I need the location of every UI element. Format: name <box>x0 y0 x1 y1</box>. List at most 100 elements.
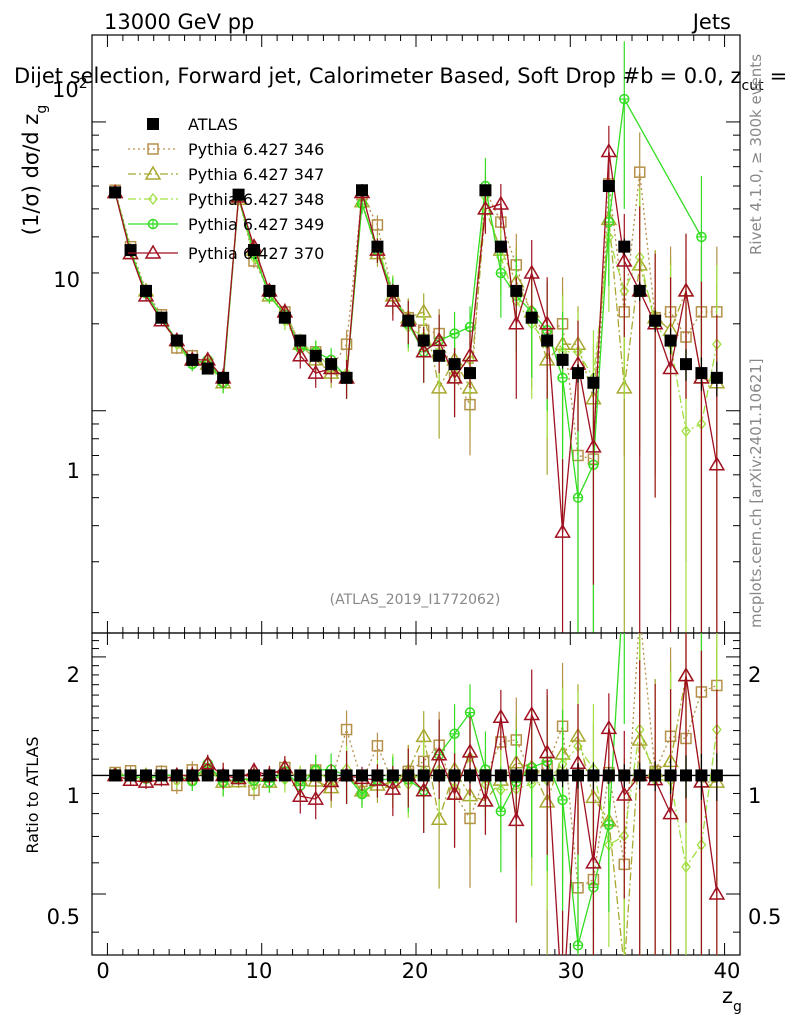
ratio-point-370 <box>600 719 618 735</box>
ratio-point-370 <box>461 743 479 758</box>
ratio-point-atlas <box>479 769 492 782</box>
ratio-point-atlas <box>263 769 276 782</box>
point-atlas <box>325 358 338 371</box>
ratio-point-atlas <box>541 769 554 782</box>
plot-title-end: = <box>770 64 786 88</box>
ratio-point-atlas <box>294 769 307 782</box>
ratio-point-370 <box>307 790 325 805</box>
ratio-point-370 <box>430 746 448 761</box>
point-atlas <box>541 334 554 347</box>
point-atlas <box>109 186 122 199</box>
ratio-point-atlas <box>386 769 399 782</box>
legend-label-349: Pythia 6.427 349 <box>188 215 324 234</box>
ratio-point-370 <box>523 705 541 721</box>
legend-marker-347 <box>144 165 162 180</box>
point-atlas <box>525 311 538 324</box>
point-346 <box>633 166 646 178</box>
ratio-line-346 <box>115 633 718 889</box>
plot-title-params: = 0.0, z <box>659 64 741 88</box>
ratio-point-349 <box>449 728 460 740</box>
point-atlas <box>232 188 245 201</box>
ratio-point-349 <box>557 794 568 806</box>
ratio-plot-series <box>106 633 726 973</box>
x-tick-label-40: 40 <box>714 959 741 983</box>
point-atlas <box>602 180 615 193</box>
x-tick-label-20: 20 <box>402 959 429 983</box>
point-370 <box>615 252 633 267</box>
point-349 <box>557 372 568 384</box>
ratio-point-370 <box>615 786 633 801</box>
x-axis-label: zg <box>722 984 742 1015</box>
ratio-point-347 <box>617 961 631 973</box>
series-line-348 <box>114 190 718 433</box>
ratio-point-370 <box>507 811 525 827</box>
point-atlas <box>664 334 677 347</box>
y-axis-label-text: (1/σ) dσ/d z <box>19 114 43 236</box>
ratio-point-atlas <box>680 769 692 782</box>
y-axis-label-sub: g <box>34 105 50 114</box>
ratio-tick-label-1-right: 1 <box>748 784 761 808</box>
mcplots-label: mcplots.cern.ch [arXiv:2401.10621] <box>747 358 765 628</box>
legend-label-347: Pythia 6.427 347 <box>188 165 324 184</box>
y-tick-label-10: 10 <box>53 268 80 292</box>
ratio-point-atlas <box>186 769 199 782</box>
ratio-point-370 <box>415 782 433 797</box>
ratio-point-atlas <box>602 769 615 782</box>
ratio-point-370 <box>446 785 463 800</box>
category-label: Jets <box>691 10 731 34</box>
ratio-point-370 <box>538 744 556 759</box>
point-atlas <box>386 284 399 297</box>
y-tick-label-100-exp: 2 <box>79 76 88 92</box>
point-atlas <box>695 367 708 380</box>
ratio-point-370 <box>291 787 309 802</box>
point-atlas <box>371 240 384 253</box>
point-atlas <box>248 244 260 257</box>
point-370 <box>477 200 494 215</box>
main-plot <box>91 34 741 634</box>
point-atlas <box>294 334 307 347</box>
x-tick-label-10: 10 <box>246 959 273 983</box>
ratio-point-347 <box>430 810 448 825</box>
legend-marker-346 <box>147 143 159 155</box>
ratio-point-atlas <box>556 769 569 782</box>
point-atlas <box>140 284 152 297</box>
ratio-point-atlas <box>248 769 260 782</box>
ratio-point-atlas <box>572 769 584 782</box>
ratio-tick-label-05-left: 0.5 <box>47 905 80 929</box>
point-atlas <box>479 184 492 197</box>
y-tick-label-100-base: 10 <box>52 78 79 102</box>
ratio-point-atlas <box>417 769 430 782</box>
ratio-point-atlas <box>309 769 322 782</box>
point-atlas <box>356 184 368 197</box>
point-atlas <box>186 353 199 366</box>
ratio-point-atlas <box>695 769 708 782</box>
point-atlas <box>556 353 569 366</box>
ratio-point-370 <box>492 708 510 723</box>
ratio-point-349 <box>495 806 507 817</box>
point-346 <box>340 338 353 350</box>
ratio-line-370 <box>114 675 718 955</box>
legend-marker-348 <box>148 192 158 206</box>
legend-label-atlas: ATLAS <box>188 115 238 134</box>
point-370 <box>291 347 309 362</box>
ratio-point-atlas <box>433 769 446 782</box>
ratio-point-atlas <box>325 769 338 782</box>
point-atlas <box>309 349 322 362</box>
legend-label-346: Pythia 6.427 346 <box>188 140 324 159</box>
ratio-point-370 <box>384 780 402 795</box>
point-349 <box>495 267 507 279</box>
point-370 <box>384 292 402 307</box>
legend: ATLAS Pythia 6.427 346 Pythia 6.427 347 … <box>128 115 324 263</box>
plot-title-cut: cut <box>742 78 765 94</box>
point-atlas <box>510 284 523 297</box>
point-370 <box>492 195 510 210</box>
point-atlas <box>201 362 214 375</box>
point-370 <box>461 347 479 362</box>
point-370 <box>446 369 463 384</box>
point-atlas <box>217 371 230 384</box>
point-atlas <box>633 284 646 297</box>
ratio-point-atlas <box>124 769 137 782</box>
point-349 <box>696 231 707 243</box>
point-370 <box>600 143 618 158</box>
point-atlas <box>572 367 584 380</box>
